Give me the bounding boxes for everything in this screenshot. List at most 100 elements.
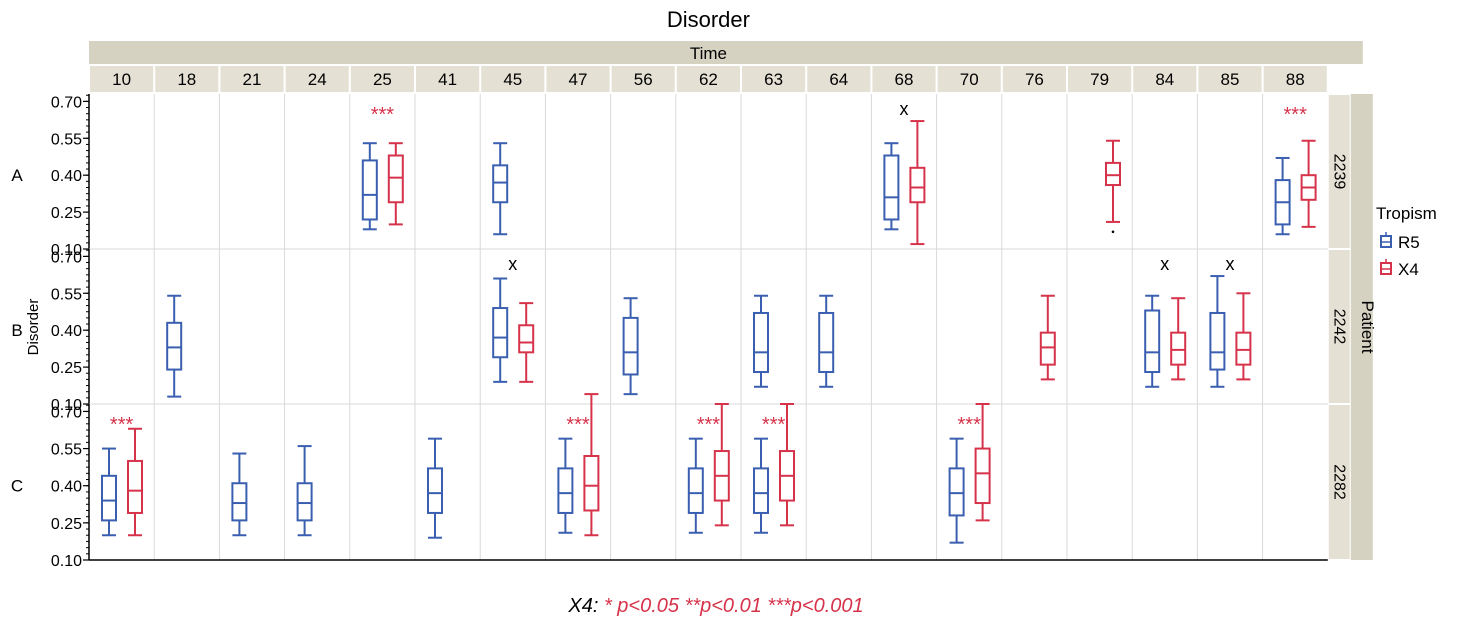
box-iqr xyxy=(166,321,183,371)
time-header-label: 56 xyxy=(634,70,653,89)
y-tick-label: 0.25 xyxy=(51,205,82,222)
box-iqr xyxy=(1105,161,1121,187)
box-iqr xyxy=(948,467,965,517)
panel-letter-label: C xyxy=(11,477,23,496)
box-iqr xyxy=(101,474,117,522)
box-iqr xyxy=(753,311,769,374)
footnote-significance-key: * p<0.05 **p<0.01 ***p<0.001 xyxy=(604,595,864,617)
significance-annotation: x xyxy=(508,254,517,274)
column-header-label: Time xyxy=(690,44,727,63)
time-header-cell xyxy=(481,66,545,92)
patient-header-cell xyxy=(1328,405,1350,559)
time-header-label: 76 xyxy=(1025,70,1044,89)
box-iqr xyxy=(296,482,313,522)
time-header-label: 70 xyxy=(960,70,979,89)
time-header-cell xyxy=(350,66,414,92)
row-header-band xyxy=(1350,94,1373,560)
legend-title: Tropism xyxy=(1376,204,1437,223)
column-header-band xyxy=(89,41,1363,64)
time-header-cell xyxy=(676,66,740,92)
significance-annotation: *** xyxy=(697,414,721,436)
patient-id-label: 2282 xyxy=(1331,464,1348,500)
y-tick-label: 0.40 xyxy=(51,168,82,185)
box-iqr xyxy=(583,455,600,512)
time-header-cell xyxy=(611,66,675,92)
box-iqr xyxy=(1170,331,1187,366)
patient-id-label: 2239 xyxy=(1331,154,1348,190)
y-tick-label: 0.55 xyxy=(51,442,82,459)
y-tick-label: 0.55 xyxy=(51,286,82,303)
time-header-cell xyxy=(1263,66,1327,92)
box-iqr xyxy=(127,459,143,514)
legend-label: X4 xyxy=(1398,260,1419,279)
time-header-label: 21 xyxy=(243,70,262,89)
time-header-cell xyxy=(1133,66,1197,92)
y-tick-label: 0.10 xyxy=(51,397,82,414)
time-header-label: 25 xyxy=(373,70,392,89)
significance-annotation: *** xyxy=(110,414,134,436)
time-header-label: 62 xyxy=(699,70,718,89)
box-iqr xyxy=(231,482,248,522)
footnote: X4: * p<0.05 **p<0.01 ***p<0.001 xyxy=(567,595,863,617)
legend-label: R5 xyxy=(1398,233,1420,252)
y-tick-label: 0.55 xyxy=(51,131,82,148)
time-header-label: 45 xyxy=(503,70,522,89)
time-header-label: 41 xyxy=(438,70,457,89)
significance-annotation: x xyxy=(1226,254,1235,274)
box-iqr xyxy=(492,307,509,359)
time-header-label: 88 xyxy=(1286,70,1305,89)
time-header-label: 84 xyxy=(1155,70,1174,89)
box-iqr xyxy=(557,467,574,514)
box-iqr xyxy=(518,324,535,354)
box-iqr xyxy=(492,164,509,204)
significance-annotation: x xyxy=(900,99,909,119)
box-iqr xyxy=(1144,309,1161,374)
box-iqr xyxy=(622,316,639,376)
time-header-label: 47 xyxy=(569,70,588,89)
outlier-point xyxy=(1111,230,1115,234)
box-iqr xyxy=(1209,311,1226,371)
significance-annotation: *** xyxy=(762,414,786,436)
time-header-label: 18 xyxy=(177,70,196,89)
y-tick-label: 0.70 xyxy=(51,404,82,421)
box-iqr xyxy=(909,166,926,204)
time-header-cell xyxy=(1198,66,1262,92)
y-tick-label: 0.40 xyxy=(51,479,82,496)
significance-annotation: *** xyxy=(371,104,395,126)
time-header-cell xyxy=(1068,66,1132,92)
y-tick-label: 0.10 xyxy=(51,553,82,570)
time-header-cell xyxy=(546,66,610,92)
significance-annotation: x xyxy=(1160,254,1169,274)
box-iqr xyxy=(1039,331,1056,366)
time-header-label: 24 xyxy=(308,70,327,89)
time-header-cell xyxy=(807,66,871,92)
panel-letter-label: B xyxy=(11,321,22,340)
box-iqr xyxy=(687,467,704,514)
y-tick-label: 0.70 xyxy=(51,94,82,111)
time-header-label: 63 xyxy=(764,70,783,89)
panel-letter-label: A xyxy=(11,166,23,185)
box-iqr xyxy=(427,467,443,514)
time-header-cell xyxy=(285,66,349,92)
time-header-cell xyxy=(220,66,284,92)
time-header-cell xyxy=(1002,66,1066,92)
box-iqr xyxy=(1235,331,1252,366)
significance-annotation: *** xyxy=(958,414,982,436)
time-header-cell xyxy=(155,66,219,92)
patient-id-label: 2242 xyxy=(1331,309,1348,345)
box-iqr xyxy=(883,154,900,221)
y-axis-title: Disorder xyxy=(25,299,42,356)
footnote-prefix: X4: xyxy=(567,595,604,617)
patient-header-cell xyxy=(1328,95,1350,248)
y-tick-label: 0.70 xyxy=(51,249,82,266)
y-tick-label: 0.25 xyxy=(51,360,82,377)
time-header-label: 79 xyxy=(1090,70,1109,89)
time-header-cell xyxy=(872,66,936,92)
time-header-label: 68 xyxy=(895,70,914,89)
box-iqr xyxy=(387,154,404,204)
time-header-cell xyxy=(416,66,480,92)
y-tick-label: 0.40 xyxy=(51,323,82,340)
box-iqr xyxy=(974,447,991,505)
